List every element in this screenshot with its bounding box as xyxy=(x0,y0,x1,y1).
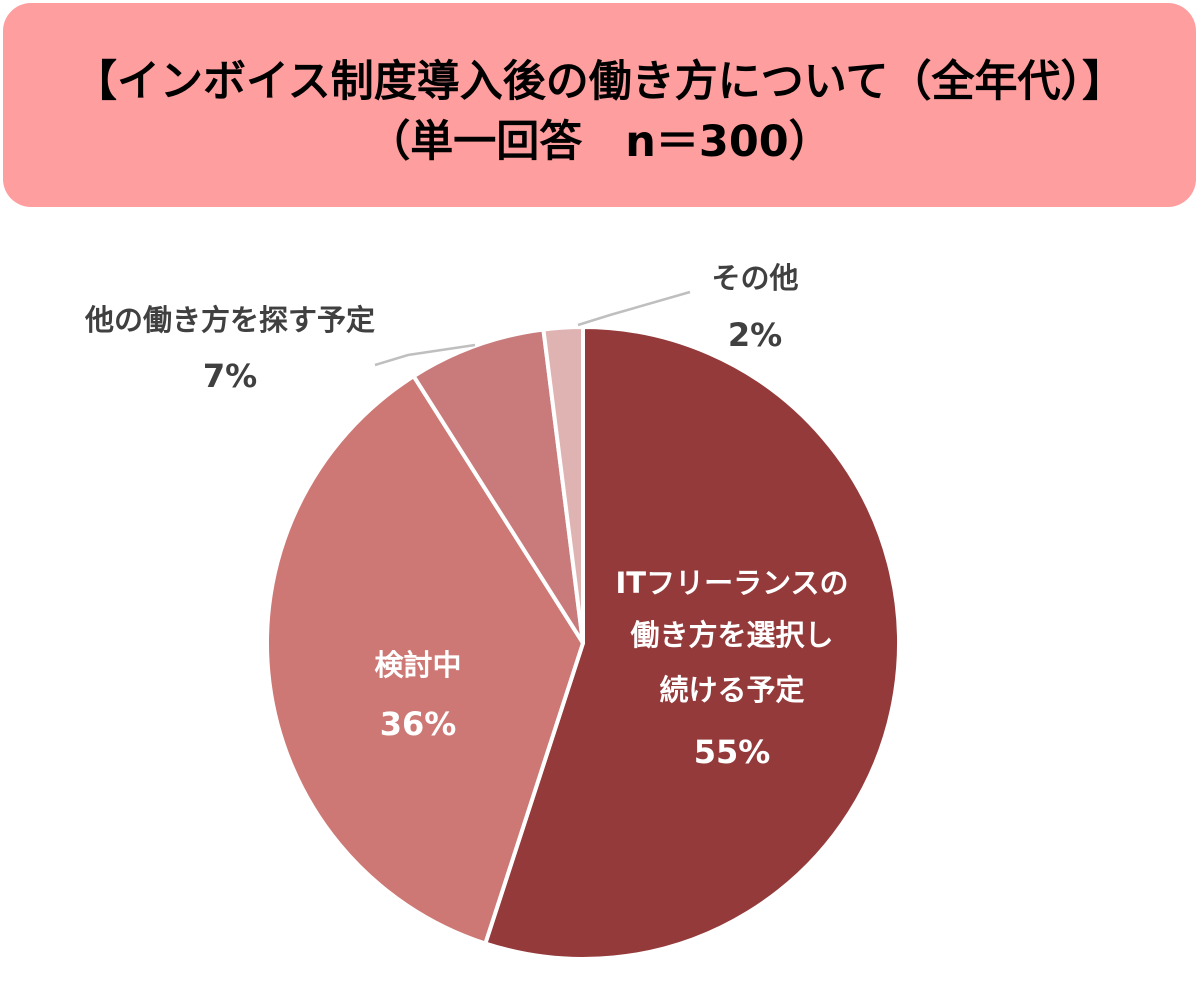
slice-value-1: 55% xyxy=(694,733,771,771)
slice-label-1-line-3: 続ける予定 xyxy=(659,673,804,707)
slice-value-3: 7% xyxy=(203,357,257,395)
pie-slice-2 xyxy=(265,374,585,946)
slice-label-1-line-1: ITフリーランスの xyxy=(616,566,849,600)
chart-title-line-2: （単一回答 n＝300） xyxy=(367,117,832,167)
slice-value-2: 36% xyxy=(380,705,457,743)
slice-label-1-line-2: 働き方を選択し xyxy=(629,618,833,652)
pie-slice-3 xyxy=(411,327,585,645)
leader-line-4 xyxy=(577,290,691,327)
pie-slice-4 xyxy=(541,325,585,645)
slice-label-3-line-1: 他の働き方を探す予定 xyxy=(84,303,375,337)
slice-label-2-line-1: 検討中 xyxy=(374,648,461,682)
slice-value-4: 2% xyxy=(728,316,782,354)
leader-line-3 xyxy=(374,343,476,367)
title-banner: 【インボイス制度導入後の働き方について（全年代）】 （単一回答 n＝300） xyxy=(3,3,1196,207)
pie-slice-1 xyxy=(483,325,901,961)
chart-title-line-1: 【インボイス制度導入後の働き方について（全年代）】 xyxy=(74,57,1125,107)
slice-label-4-line-1: その他 xyxy=(711,261,798,295)
